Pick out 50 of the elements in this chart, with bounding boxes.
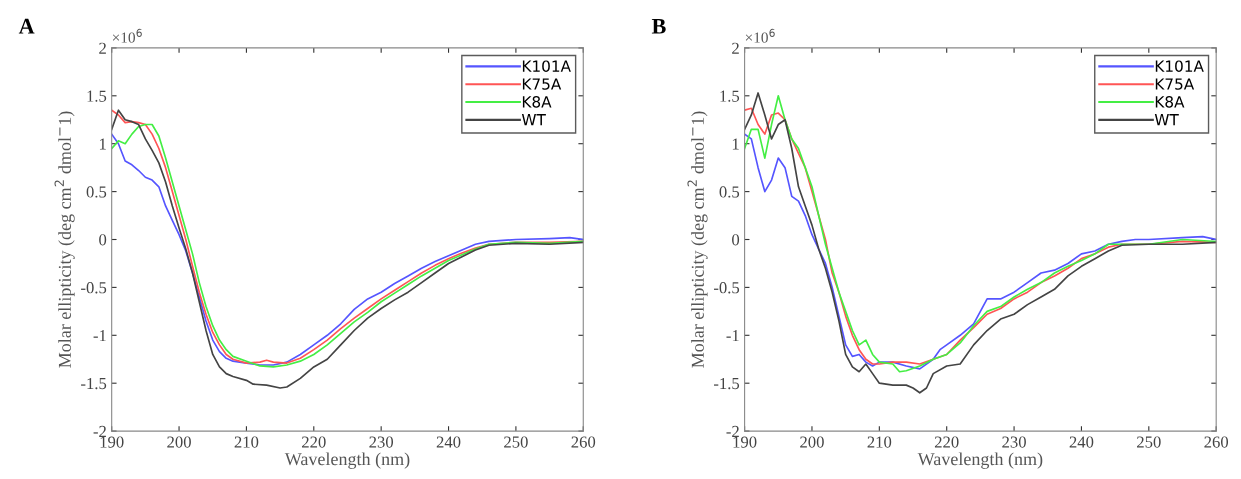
y-tick-label: -2 — [726, 425, 739, 437]
legend-label: K8A — [522, 96, 552, 108]
y-axis-title: Molar ellipticity (deg cm$^{2}$ dmol$^{−}$1) — [54, 111, 75, 368]
text: ×10$^{6}$ — [112, 28, 142, 43]
y-tick-label: -1.5 — [713, 377, 740, 390]
x-tick-label: 260 — [1204, 436, 1229, 448]
y-tick-label: 2 — [99, 42, 106, 54]
x-axis-title: Wavelength (nm) — [284, 452, 410, 469]
x-tick-label: 230 — [1002, 436, 1026, 448]
x-tick-label: 250 — [1137, 436, 1161, 448]
x-tick-label: 250 — [504, 436, 528, 448]
x-tick-label: 240 — [436, 436, 461, 448]
legend-label: WT — [521, 114, 546, 126]
x-tick-label: 200 — [800, 436, 824, 448]
y-axis-title: Molar ellipticity (deg cm$^{2}$ dmol$^{−}$1) — [687, 111, 708, 368]
y-tick-label: 1 — [732, 138, 739, 150]
x-tick-label: 210 — [234, 436, 259, 448]
x-tick-label: 210 — [867, 436, 892, 448]
y-tick-label: 1.5 — [720, 90, 740, 102]
x-tick-label: 190 — [100, 436, 124, 448]
chart-title: B — [651, 18, 666, 34]
y-tick-label: 0 — [732, 234, 740, 246]
y-tick-label: 0.5 — [86, 186, 107, 198]
y-tick-label: 1.5 — [87, 90, 107, 102]
legend-label: K75A — [522, 78, 562, 90]
y-tick-label: -2 — [93, 425, 106, 437]
legend-label: K101A — [1155, 60, 1204, 72]
legend-label: K101A — [522, 60, 571, 72]
text: ×10$^{6}$ — [745, 28, 775, 43]
y-tick-label: 2 — [732, 42, 739, 54]
y-tick-label: -1 — [726, 330, 739, 342]
chart-title: A — [18, 18, 35, 34]
y-tick-label: -1.5 — [81, 377, 107, 390]
y-tick-label: 0.5 — [719, 186, 740, 198]
y-tick-label: -1 — [93, 330, 106, 342]
x-tick-label: 200 — [167, 436, 191, 448]
x-tick-label: 220 — [302, 436, 326, 448]
legend-label: K8A — [1155, 96, 1185, 108]
y-tick-label: 0 — [99, 234, 107, 246]
x-axis-title: Wavelength (nm) — [917, 452, 1043, 469]
x-tick-label: 220 — [934, 436, 959, 448]
y-tick-label: -0.5 — [81, 282, 107, 294]
y-tick-label: -0.5 — [713, 282, 740, 294]
x-tick-label: 240 — [1069, 436, 1094, 448]
legend-label: K75A — [1155, 78, 1195, 90]
y-tick-label: 1 — [99, 138, 106, 150]
x-tick-label: 190 — [733, 436, 757, 448]
x-tick-label: 230 — [369, 436, 394, 448]
legend-label: WT — [1154, 114, 1179, 126]
x-tick-label: 260 — [571, 436, 596, 448]
